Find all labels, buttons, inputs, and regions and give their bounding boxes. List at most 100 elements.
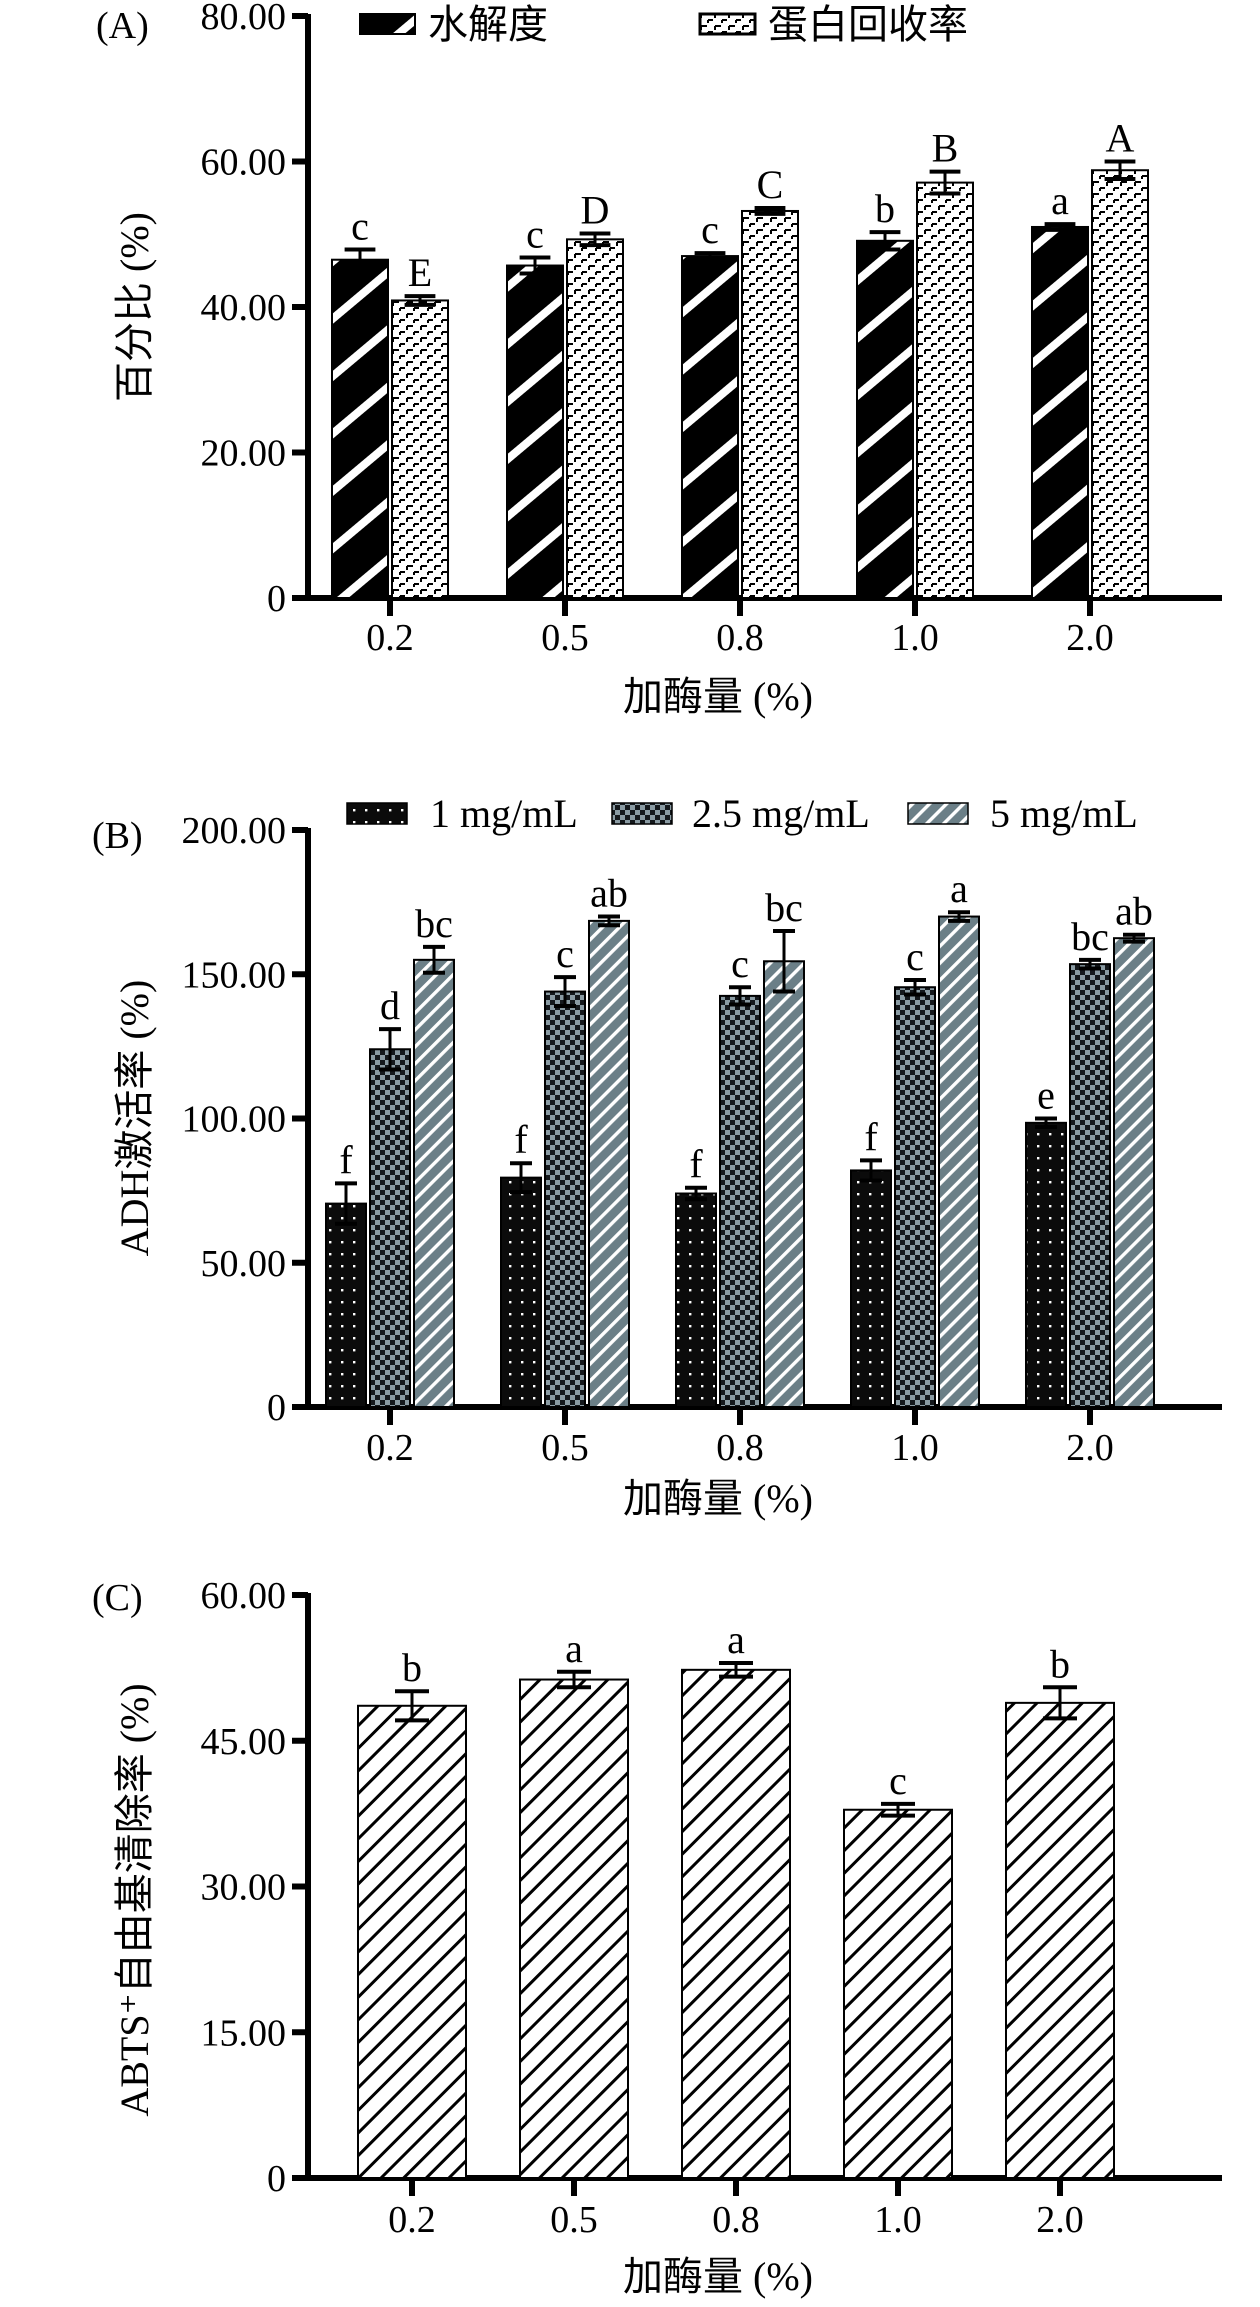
bar-B-0-1 [369,1048,411,1408]
y-tick-label: 60.00 [201,142,287,184]
significance-label: C [757,162,784,207]
significance-label: a [727,1617,745,1662]
y-tick-label: 50.00 [201,1243,287,1285]
legend-b: 1 mg/mL 2.5 mg/mL 5 mg/mL [346,791,1138,836]
x-ticks-b: 0.2 0.5 0.8 1.0 2.0 [305,1404,1222,1469]
y-tick-label: 0 [267,1387,286,1429]
bar-B-3-2 [938,915,980,1408]
significance-label: c [889,1758,907,1803]
significance-label: ab [590,871,628,916]
panel-label-c: (C) [92,1577,143,1619]
x-tick-label: 0.8 [716,1427,764,1469]
x-tick-label: 1.0 [874,2199,922,2241]
x-tick-label: 2.0 [1066,617,1114,659]
bar-B-4-1 [1069,963,1111,1409]
panel-a: (A) 百分比 (%) 加酶量 (%) 0 20.00 40.00 60.00 80.0… [96,0,1222,719]
significance-label: f [339,1137,353,1182]
significance-label: c [701,207,719,252]
significance-label: e [1037,1073,1055,1118]
bar-A-0-0 [331,258,389,599]
bar-A-3-0 [856,239,914,600]
significance-label: A [1106,116,1135,161]
significance-label: D [581,188,610,233]
y-tick-label: 80.00 [201,0,287,38]
y-tick-label: 100.00 [182,1099,287,1141]
legend-label-hydrolysis: 水解度 [428,2,548,47]
bar-C-1-0 [519,1678,629,2180]
bar-B-1-2 [588,919,630,1408]
significance-label: c [731,941,749,986]
significance-label: B [932,126,959,171]
significance-label: b [1050,1641,1070,1686]
y-axis-title-b: ADH激活率 (%) [112,980,157,1257]
bar-C-0-0 [357,1704,467,2180]
y-tick-label: 45.00 [201,1721,287,1763]
bar-B-2-1 [719,994,761,1408]
significance-label: c [526,212,544,257]
panel-b: (B) ADH激活率 (%) 加酶量 (%) 0 50.00 100.00 150.0… [92,791,1222,1521]
bar-B-1-1 [544,990,586,1408]
significance-label: a [950,866,968,911]
significance-label: bc [415,901,453,946]
significance-label: a [1051,178,1069,223]
y-tick-label: 150.00 [182,954,287,996]
significance-label: c [351,204,369,249]
x-tick-label: 0.5 [550,2199,598,2241]
bar-A-4-1 [1091,169,1149,599]
y-tick-label: 0 [267,2158,286,2200]
x-tick-label: 2.0 [1036,2199,1084,2241]
y-axis-title-c: ABTS⁺自由基清除率 (%) [112,1683,157,2116]
significance-label: b [875,186,895,231]
x-tick-label: 0.8 [716,617,764,659]
significance-label: a [565,1626,583,1671]
legend-swatch-protein-recovery [698,12,757,36]
significance-label: bc [1071,914,1109,959]
bar-B-3-0 [850,1169,892,1409]
bar-B-2-0 [675,1192,717,1409]
x-tick-label: 0.5 [541,617,589,659]
legend-swatch-5mg [907,802,969,825]
significance-label: f [689,1142,703,1187]
bar-A-1-1 [566,238,624,599]
legend-label-2-5mg: 2.5 mg/mL [692,791,870,836]
y-tick-label: 0 [267,578,286,620]
y-tick-label: 30.00 [201,1867,287,1909]
bar-B-1-0 [500,1176,542,1408]
y-ticks-a: 0 20.00 40.00 60.00 80.00 [201,0,311,620]
bars-c: b a a c b [357,1617,1115,2180]
x-axis-title-b: 加酶量 (%) [623,1476,813,1521]
panel-label-a: (A) [96,5,149,47]
y-ticks-c: 0 15.00 30.00 45.00 60.00 [201,1575,311,2200]
y-tick-label: 40.00 [201,287,287,329]
x-tick-label: 0.2 [366,1427,414,1469]
significance-label: f [864,1114,878,1159]
bar-A-3-1 [916,181,974,599]
bar-B-4-2 [1113,937,1155,1408]
bar-C-4-0 [1005,1701,1115,2179]
legend-swatch-hydrolysis [359,13,416,35]
legend-label-protein-recovery: 蛋白回收率 [768,2,968,47]
y-tick-label: 20.00 [201,433,287,475]
bar-B-3-1 [894,986,936,1408]
bar-B-2-2 [763,960,805,1409]
bar-B-0-0 [325,1202,367,1409]
bar-C-2-0 [681,1668,791,2180]
bar-B-0-2 [413,958,455,1408]
significance-label: E [408,250,432,295]
significance-label: ab [1115,889,1153,934]
bar-A-0-1 [391,299,449,599]
y-tick-label: 15.00 [201,2012,287,2054]
bar-A-1-0 [506,264,564,599]
significance-label: f [514,1117,528,1162]
panel-label-b: (B) [92,815,143,857]
legend-swatch-2-5mg [611,802,673,825]
x-tick-label: 0.8 [712,2199,760,2241]
legend-swatch-1mg [346,802,408,825]
y-tick-label: 60.00 [201,1575,287,1617]
panel-c: (C) ABTS⁺自由基清除率 (%) 加酶量 (%) 0 15.00 30.00 4… [92,1575,1222,2299]
x-tick-label: 0.2 [388,2199,436,2241]
significance-label: c [556,931,574,976]
x-ticks-c: 0.2 0.5 0.8 1.0 2.0 [305,2175,1222,2241]
